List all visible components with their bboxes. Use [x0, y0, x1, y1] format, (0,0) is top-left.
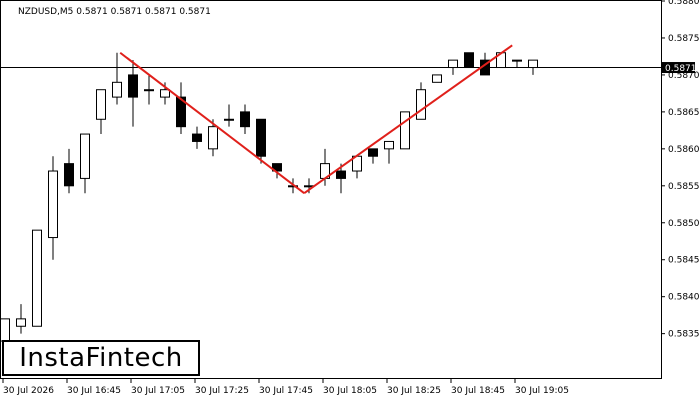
candle — [80, 133, 90, 194]
x-tick-label: 30 Jul 18:05 — [323, 386, 377, 396]
candle-body — [96, 89, 106, 120]
candle-body — [416, 89, 426, 120]
candle-body — [240, 111, 250, 128]
instafintech-logo: InstaFintech — [2, 340, 200, 376]
candle — [112, 52, 122, 105]
candle-body — [0, 318, 10, 342]
candle — [48, 156, 58, 260]
candle-body — [64, 163, 74, 187]
x-tick-label: 30 Jul 16:45 — [67, 386, 121, 396]
candle-body — [128, 74, 138, 98]
x-tick-label: 30 Jul 18:45 — [451, 386, 505, 396]
y-tick-label: 0.5855 — [668, 182, 700, 192]
candle-body — [384, 140, 394, 150]
candle — [144, 74, 154, 105]
candle — [384, 140, 394, 164]
pattern-layer — [119, 44, 513, 195]
y-tick-label: 0.5860 — [668, 145, 700, 155]
candle-body — [176, 96, 186, 128]
y-tick-label: 0.5865 — [668, 108, 700, 118]
candle-body — [432, 74, 442, 83]
x-tick-label: 30 Jul 17:25 — [195, 386, 249, 396]
candle-body — [272, 163, 282, 172]
logo-text: InstaFintech — [19, 343, 183, 373]
x-tick-label: 30 Jul 2026 — [3, 386, 54, 396]
candle — [176, 82, 186, 135]
candle-body — [528, 59, 538, 69]
candle — [400, 111, 410, 150]
candle — [240, 104, 250, 135]
candle — [352, 155, 362, 179]
y-tick-label: 0.5840 — [668, 293, 700, 303]
candle — [272, 163, 282, 179]
candle-body — [192, 133, 202, 142]
candle-body — [224, 118, 234, 121]
x-tick-label: 30 Jul 19:05 — [515, 386, 569, 396]
candle — [528, 59, 538, 75]
candle — [208, 119, 218, 157]
candle-body — [160, 89, 170, 98]
candle-body — [80, 133, 90, 179]
candle — [128, 60, 138, 127]
candle-body — [256, 118, 266, 157]
x-tick-label: 30 Jul 18:25 — [387, 386, 441, 396]
candle — [368, 148, 378, 164]
y-tick-label: 0.5845 — [668, 256, 700, 266]
candle — [416, 82, 426, 120]
plot-frame — [0, 0, 662, 379]
y-tick-label: 0.5875 — [668, 34, 700, 44]
candle — [448, 59, 458, 75]
y-tick-label: 0.5835 — [668, 330, 700, 340]
y-tick-label: 0.5850 — [668, 219, 700, 229]
candle-body — [512, 59, 522, 62]
candle — [96, 89, 106, 135]
candle-body — [464, 52, 474, 69]
y-tick-label: 0.5880 — [668, 0, 700, 7]
candle-body — [16, 318, 26, 327]
candle — [32, 229, 42, 327]
price-tag-label: 0.5871 — [665, 64, 697, 74]
candle-body — [144, 89, 154, 92]
pattern-line — [303, 44, 513, 195]
current-price-tag: 0.5871 — [662, 62, 697, 74]
time-axis: 30 Jul 2026 30 Jul 16:45 30 Jul 17:05 30 Ju… — [2, 378, 569, 396]
candle-body — [48, 170, 58, 239]
candle — [192, 126, 202, 149]
candle-body — [112, 81, 122, 98]
candle — [224, 104, 234, 127]
y-tick-label: 0.5870 — [668, 71, 700, 81]
candle — [256, 118, 266, 164]
chart-title: NZDUSD,M5 0.5871 0.5871 0.5871 0.5871 — [18, 7, 211, 17]
candle — [16, 304, 26, 334]
candle — [64, 148, 74, 194]
candle-body — [208, 126, 218, 150]
price-tag-box — [662, 62, 695, 74]
pattern-line — [119, 51, 305, 194]
candle-body — [32, 229, 42, 327]
candles-layer — [0, 52, 538, 349]
candle — [512, 59, 522, 68]
candle-body — [448, 59, 458, 69]
x-tick-label: 30 Jul 17:45 — [259, 386, 313, 396]
candle — [432, 74, 442, 83]
price-axis: 0.5880 0.5875 0.5870 0.5865 0.5860 0.5855 0.58… — [661, 0, 700, 340]
candle — [336, 163, 346, 194]
candle-body — [336, 170, 346, 179]
candle-body — [368, 148, 378, 157]
x-tick-label: 30 Jul 17:05 — [131, 386, 185, 396]
candle — [464, 52, 474, 69]
candle-body — [400, 111, 410, 150]
